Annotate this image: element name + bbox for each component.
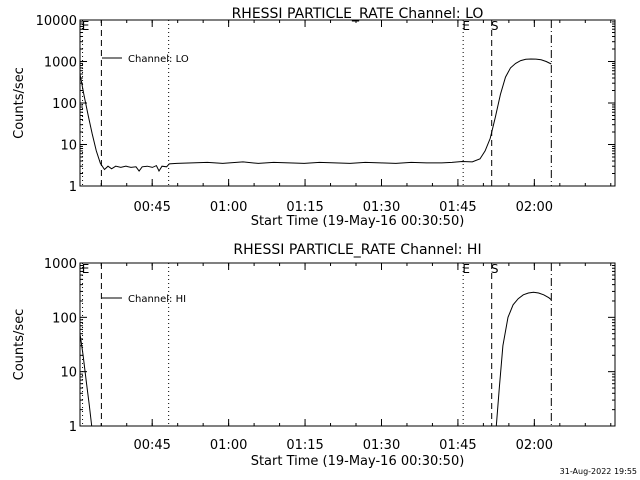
plot-frame <box>79 262 616 427</box>
legend-label: Channel: HI <box>128 294 186 305</box>
y-tick-label: 1 <box>69 180 77 195</box>
event-marker-label: S <box>491 19 499 33</box>
x-tick-label: 02:00 <box>516 200 553 215</box>
event-marker-label: E <box>82 19 90 33</box>
series-line-lo <box>79 58 552 173</box>
x-tick-label: 01:30 <box>363 200 400 215</box>
x-tick-label: 01:45 <box>439 438 476 453</box>
y-tick-label: 1000 <box>44 257 77 272</box>
y-axis-label: Counts/sec <box>12 67 27 139</box>
event-marker-label: E <box>462 262 470 276</box>
event-marker-label: E <box>462 19 470 33</box>
y-axis-label: Counts/sec <box>12 309 27 381</box>
series-line-hi-late <box>495 291 552 427</box>
y-tick-label: 1000 <box>44 56 77 71</box>
x-tick-label: 01:00 <box>210 200 247 215</box>
plot-frame <box>79 19 616 187</box>
x-tick-label: 01:45 <box>439 200 476 215</box>
y-tick-label: 100 <box>52 97 77 112</box>
event-marker-label: E <box>82 262 90 276</box>
chart-title: RHESSI PARTICLE_RATE Channel: LO <box>232 6 484 22</box>
x-axis-label: Start Time (19-May-16 00:30:50) <box>251 454 465 469</box>
event-marker-label: S <box>491 262 499 276</box>
legend-label: Channel: LO <box>128 54 189 65</box>
footer-timestamp: 31-Aug-2022 19:55 <box>560 467 637 476</box>
panel-hi-channel: RHESSI PARTICLE_RATE Channel: HI 1 10 100 10… <box>12 242 616 469</box>
y-tick-label: 10000 <box>36 14 77 29</box>
panel-lo-channel: RHESSI PARTICLE_RATE Channel: LO 1 10 100 10… <box>12 6 616 229</box>
x-axis-label: Start Time (19-May-16 00:30:50) <box>251 214 465 229</box>
y-tick-label: 10 <box>60 366 77 381</box>
series-line-hi <box>79 333 93 427</box>
x-tick-label: 00:45 <box>133 200 170 215</box>
y-tick-label: 1 <box>69 420 77 435</box>
x-tick-label: 02:00 <box>516 438 553 453</box>
x-tick-label: 01:00 <box>210 438 247 453</box>
x-tick-label: 01:15 <box>286 438 323 453</box>
chart-title: RHESSI PARTICLE_RATE Channel: HI <box>233 242 481 258</box>
y-tick-label: 10 <box>60 139 77 154</box>
x-tick-label: 00:45 <box>133 438 170 453</box>
y-tick-label: 100 <box>52 311 77 326</box>
x-tick-label: 01:30 <box>363 438 400 453</box>
x-tick-label: 01:15 <box>286 200 323 215</box>
